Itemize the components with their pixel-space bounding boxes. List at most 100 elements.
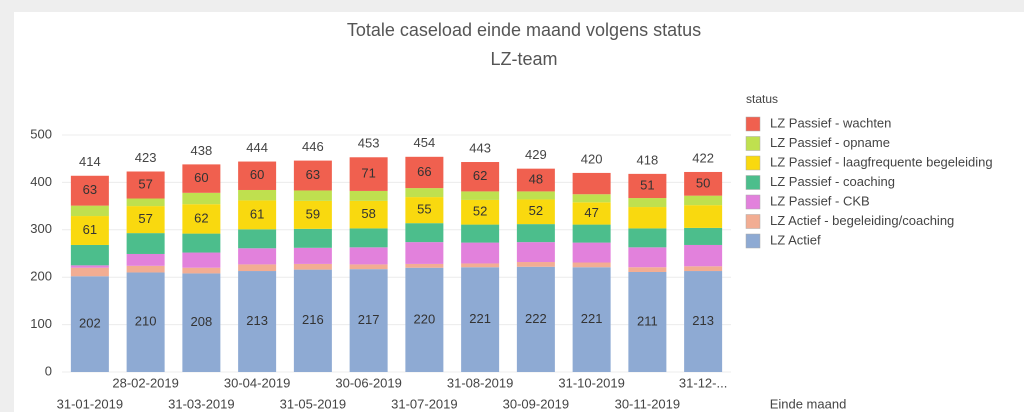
value-label: 222 [525,311,547,326]
bar-segment [70,244,109,266]
bar-segment [628,271,667,372]
value-label: 50 [696,175,710,190]
bar-segment [684,195,723,206]
legend-swatch [745,116,761,132]
bar-segment [516,199,555,225]
value-label: 60 [250,167,264,182]
value-label: 220 [414,311,436,326]
value-label: 59 [306,206,320,221]
bar-segment [293,228,332,248]
x-axis-title: Einde maand [770,396,847,411]
bar-segment [628,267,667,272]
bar-segment [293,190,332,201]
bar-segment [182,252,221,268]
bar-segment [516,242,555,263]
chart-title: Totale caseload einde maand volgens stat… [347,20,701,40]
total-label: 443 [469,140,491,155]
bar-segment [349,228,388,248]
bar-segment [516,168,555,192]
value-label: 58 [361,206,375,221]
bar-segment [349,190,388,201]
bar-segment [405,242,444,264]
bar-segment [182,273,221,372]
value-label: 213 [246,313,268,328]
value-label: 55 [417,202,431,217]
bar-segment [516,191,555,200]
x-tick-label: 31-07-2019 [391,396,458,411]
bar-segment [70,216,109,245]
bar-segment [238,189,277,201]
value-label: 57 [138,211,152,226]
total-label: 418 [637,152,659,167]
bar-segment [461,162,500,192]
total-label: 414 [79,154,101,169]
bar-segment [684,227,723,245]
bar-segment [238,248,277,265]
legend-label: LZ Passief - CKB [770,193,870,208]
bar-segment [572,224,611,243]
bar-segment [405,188,444,198]
bar-segment [70,175,109,206]
value-label: 63 [83,182,97,197]
legend-swatch [745,214,761,229]
legend-swatch [745,233,761,249]
value-label: 217 [358,312,380,327]
legend-title: status [746,92,778,106]
bar-segment [516,224,555,243]
value-label: 61 [83,222,97,237]
bar-segment [461,263,500,268]
value-label: 66 [417,164,431,179]
value-label: 61 [250,206,264,221]
bar-segment [405,197,444,224]
legend-label: LZ Passief - opname [770,135,890,150]
bar-segment [293,247,332,264]
value-label: 216 [302,312,324,327]
value-label: 202 [79,316,101,331]
bar-segment [182,233,221,253]
bar-segment [293,200,332,229]
total-label: 420 [581,151,603,166]
bar-segment [70,267,109,277]
value-label: 221 [581,311,603,326]
bar-segment [126,206,165,234]
bar-segment [628,247,667,268]
bar-segment [182,204,221,234]
bar-segment [628,173,667,199]
value-label: 71 [361,166,375,181]
value-label: 208 [191,314,213,329]
legend-label: LZ Actief - begeleiding/coaching [770,213,954,228]
bar-segment [461,267,500,372]
bar-segment [684,271,723,372]
legend-swatch [745,175,761,190]
bar-segment [405,267,444,372]
legend-swatch [745,194,761,210]
value-label: 211 [637,313,658,328]
bar-segment [293,160,332,191]
bar-segment [126,233,165,254]
total-label: 446 [302,139,324,154]
bar-segment [70,276,109,372]
bar-segment [684,266,723,272]
bar-segment [349,269,388,372]
bar-segment [349,200,388,229]
bar-segment [572,194,611,203]
total-label: 438 [191,143,213,158]
value-label: 57 [138,176,152,191]
bar-segment [70,205,109,217]
bar-segment [405,223,444,243]
bar-segment [70,265,109,268]
bar-segment [572,202,611,225]
value-label: 52 [473,204,487,219]
bar-segment [684,171,723,196]
value-label: 221 [469,311,491,326]
y-tick-label: 400 [30,174,52,189]
bar-segment [516,266,555,372]
x-tick-label: 31-10-2019 [558,375,625,390]
x-tick-label: 31-03-2019 [168,396,235,411]
bar-segment [126,272,165,372]
legend-label: LZ Passief - laagfrequente begeleiding [770,154,993,169]
x-tick-label: 31-12-... [679,375,727,390]
bar-segment [182,164,221,193]
bar-segment [349,247,388,265]
value-label: 62 [473,168,487,183]
